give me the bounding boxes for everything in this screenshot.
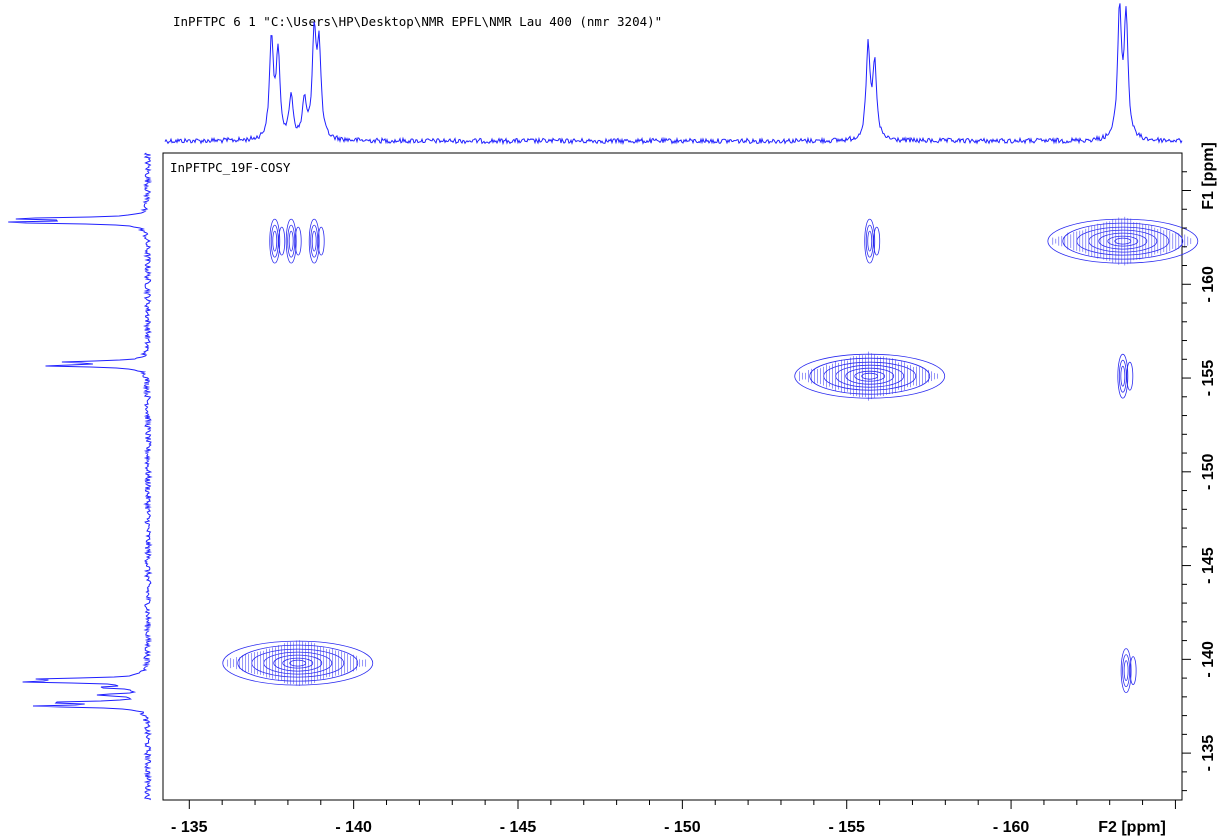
contour-ring [308, 218, 320, 264]
contour-ring [310, 224, 319, 258]
y-tick-label: - 155 [1200, 360, 1217, 397]
x-tick-label: - 135 [171, 819, 208, 836]
contour-ring [270, 224, 279, 258]
contour-ring [273, 654, 323, 672]
cross-peak-8 [222, 640, 374, 686]
x-tick-label: - 155 [828, 819, 865, 836]
contour-ring [317, 226, 325, 256]
contour-ring [1120, 648, 1132, 693]
contour-ring [865, 224, 874, 258]
contour-ring [1047, 218, 1199, 264]
contour-ring [1114, 237, 1132, 245]
contour-ring [1122, 654, 1131, 687]
x-tick-label: - 140 [335, 819, 372, 836]
y-tick-label: - 135 [1200, 735, 1217, 772]
y-tick-label: - 150 [1200, 453, 1217, 490]
contour-ring [237, 644, 359, 682]
x-tick-label: - 150 [664, 819, 701, 836]
contour-ring [1118, 359, 1127, 393]
contour-ring [222, 640, 374, 686]
contour-ring [794, 353, 946, 399]
f1-projection-trace [8, 152, 153, 801]
contour-ring [1117, 353, 1129, 399]
contour-ring [864, 218, 876, 264]
plot-title: InPFTPC_19F-COSY [170, 160, 291, 175]
cross-peak-6 [794, 351, 946, 401]
contour-ring [1062, 222, 1184, 260]
y-tick-label: - 160 [1200, 266, 1217, 303]
y-tick-label: - 140 [1200, 641, 1217, 678]
contour-ring [1123, 660, 1129, 681]
contour-ring [311, 230, 317, 252]
cross-peak-2 [285, 218, 302, 264]
cross-peak-contours [222, 216, 1199, 693]
contour-ring [1120, 365, 1126, 387]
x-tick-label: - 160 [993, 819, 1030, 836]
contour-ring [1126, 361, 1134, 391]
y-tick-label: - 145 [1200, 547, 1217, 584]
contour-ring [272, 230, 278, 252]
plot-frame [162, 152, 1183, 801]
contour-ring [282, 657, 314, 669]
contour-ring [845, 367, 895, 385]
f2-axis: - 135 - 140 - 145 - 150 - 155 - 160 [171, 800, 1176, 836]
cross-peak-4 [864, 218, 881, 264]
cross-peak-9 [1120, 648, 1137, 693]
contour-ring [278, 226, 286, 256]
spectrum-header: InPFTPC 6 1 "C:\Users\HP\Desktop\NMR EPF… [173, 14, 662, 29]
x-tick-label: - 145 [500, 819, 537, 836]
cross-peak-3 [308, 218, 325, 264]
contour-ring [854, 370, 886, 382]
contour-ring [287, 224, 296, 258]
contour-ring [873, 226, 881, 256]
contour-ring [294, 226, 302, 256]
f1-projection-spectrum [8, 152, 153, 801]
f1-axis: - 160 - 155 - 150 - 145 - 140 - 135 [1182, 171, 1217, 792]
f2-projection-spectrum [164, 3, 1183, 146]
cross-peak-7 [1117, 353, 1134, 399]
x-axis-label: F2 [ppm] [1098, 819, 1166, 836]
contour-ring [1098, 232, 1148, 250]
contour-ring [288, 230, 294, 252]
contour-ring [269, 218, 281, 264]
cross-peak-1 [269, 218, 286, 264]
contour-ring [867, 230, 873, 252]
f2-projection-trace [164, 3, 1183, 146]
y-axis-label: F1 [ppm] [1200, 142, 1217, 210]
contour-ring [1129, 656, 1137, 685]
contour-ring [285, 218, 297, 264]
contour-ring [861, 372, 879, 380]
contour-ring [1107, 235, 1139, 247]
contour-ring [809, 357, 931, 395]
cross-peak-5 [1047, 216, 1199, 266]
contour-ring [289, 659, 307, 667]
